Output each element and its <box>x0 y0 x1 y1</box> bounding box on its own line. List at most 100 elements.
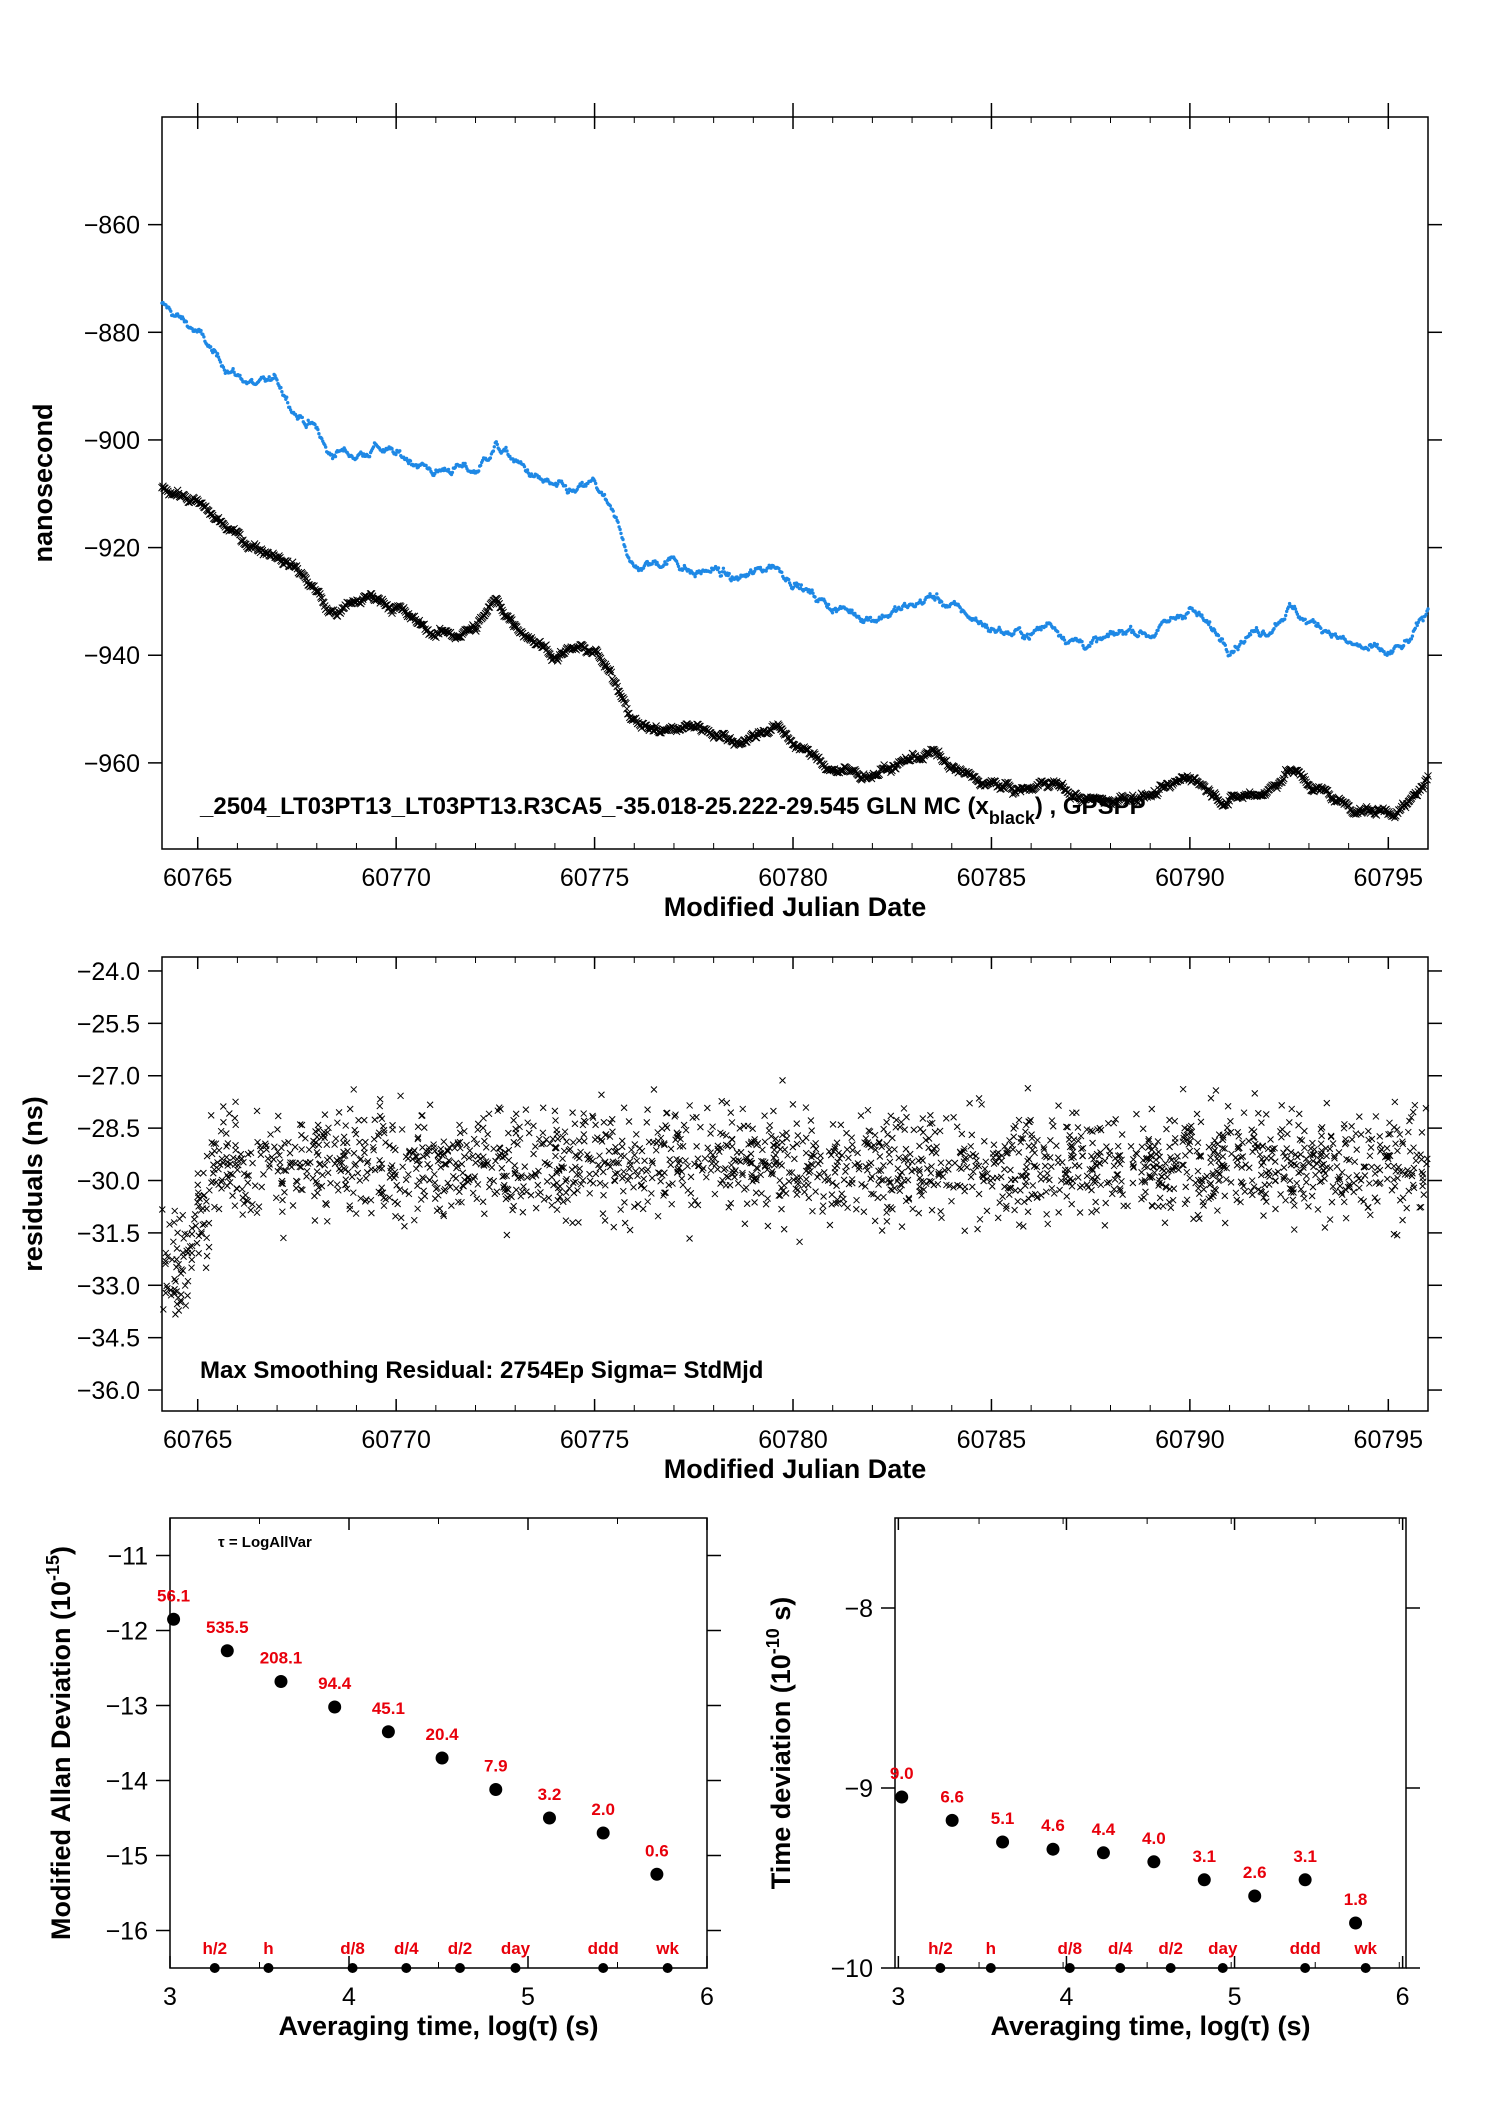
data-point <box>634 1200 642 1208</box>
data-point <box>332 1135 340 1143</box>
data-point <box>1277 1191 1284 1198</box>
data-point <box>1166 1116 1173 1124</box>
data-point <box>1142 1188 1149 1196</box>
data-point <box>331 1141 338 1148</box>
data-point <box>826 602 831 607</box>
data-point <box>1042 1188 1050 1196</box>
data-point <box>1163 1125 1170 1133</box>
data-point <box>621 1199 628 1206</box>
data-point <box>937 1208 944 1215</box>
data-point <box>303 1167 311 1175</box>
data-point <box>1327 1133 1335 1141</box>
data-point <box>175 1307 183 1314</box>
data-point <box>184 320 189 324</box>
data-point <box>175 1260 182 1268</box>
data-point <box>598 1091 605 1099</box>
data-point <box>600 1118 608 1126</box>
data-point <box>1258 1119 1265 1126</box>
point-label: 45.1 <box>372 1699 405 1718</box>
data-point <box>1284 1130 1291 1138</box>
data-point <box>414 1205 421 1213</box>
data-point <box>1399 1216 1406 1224</box>
data-point <box>1313 620 1317 624</box>
point-label: 3.1 <box>1192 1847 1216 1866</box>
data-point <box>1383 1175 1391 1183</box>
data-point <box>734 1180 742 1187</box>
data-point <box>232 1098 239 1106</box>
data-point <box>315 1141 323 1149</box>
data-point <box>203 1252 211 1260</box>
data-point <box>205 1219 213 1227</box>
data-point <box>969 1150 977 1158</box>
deviation-point <box>1046 1842 1060 1856</box>
series-annotation: _2504_LT03PT13_LT03PT13.R3CA5_-35.018-25… <box>199 793 1146 828</box>
data-point <box>472 1159 479 1167</box>
data-point <box>621 1219 629 1227</box>
deviation-point <box>542 1811 556 1825</box>
data-point <box>820 1193 827 1200</box>
data-point <box>742 1184 750 1192</box>
y-tick-label: −8 <box>844 1595 873 1623</box>
data-point <box>1007 1166 1014 1174</box>
data-point <box>239 1211 247 1218</box>
data-point <box>1076 1183 1084 1191</box>
data-point <box>1194 1167 1202 1175</box>
data-point <box>404 1171 412 1178</box>
y-tick-label: −16 <box>106 1918 148 1946</box>
data-point <box>272 1194 280 1202</box>
data-point <box>335 1165 343 1173</box>
data-point <box>396 1186 404 1193</box>
data-point <box>950 1113 957 1121</box>
data-point <box>1083 1172 1091 1180</box>
data-point <box>975 1190 983 1198</box>
data-point <box>361 1149 368 1157</box>
data-point <box>840 1176 848 1184</box>
data-point <box>915 1209 923 1217</box>
data-point <box>404 456 409 461</box>
data-point <box>1234 1128 1242 1136</box>
x-tick-label: 3 <box>891 1983 905 2011</box>
time-marker-point <box>1115 1963 1126 1973</box>
data-point <box>380 1202 388 1210</box>
data-point <box>327 1179 334 1187</box>
data-point <box>367 454 372 459</box>
data-point <box>486 1183 493 1191</box>
data-point <box>247 1206 255 1214</box>
data-point <box>232 1121 240 1129</box>
data-point <box>1215 1131 1223 1138</box>
data-point <box>896 1171 904 1179</box>
data-point <box>208 1139 216 1146</box>
data-point <box>286 1149 294 1157</box>
data-point <box>1027 637 1032 641</box>
time-marker-point <box>935 1963 946 1973</box>
data-point <box>548 1201 556 1209</box>
data-point <box>1171 1139 1179 1146</box>
data-point <box>203 1197 210 1205</box>
data-point <box>1118 1177 1125 1185</box>
data-point <box>709 1123 716 1131</box>
data-point <box>433 471 437 476</box>
data-point <box>1412 1157 1420 1165</box>
data-point <box>630 1183 637 1191</box>
data-point <box>817 1152 824 1159</box>
x-tick-label: 6 <box>1396 1983 1410 2011</box>
data-point <box>519 1208 527 1216</box>
data-point <box>810 588 814 592</box>
data-point <box>616 520 620 524</box>
data-point <box>1289 1196 1297 1204</box>
data-point <box>563 1138 570 1146</box>
data-point <box>539 1129 547 1137</box>
data-point <box>223 1182 231 1190</box>
data-point <box>1283 617 1287 621</box>
data-point <box>452 1184 460 1192</box>
data-point <box>253 1107 261 1115</box>
data-point <box>1283 1145 1291 1152</box>
data-point <box>654 1129 662 1136</box>
data-point <box>922 600 926 605</box>
data-point <box>1129 1179 1137 1187</box>
data-point <box>363 1169 371 1176</box>
data-point <box>304 425 308 430</box>
data-point <box>1041 1162 1049 1170</box>
x-tick-label: 60770 <box>361 864 431 892</box>
data-point <box>279 385 283 390</box>
